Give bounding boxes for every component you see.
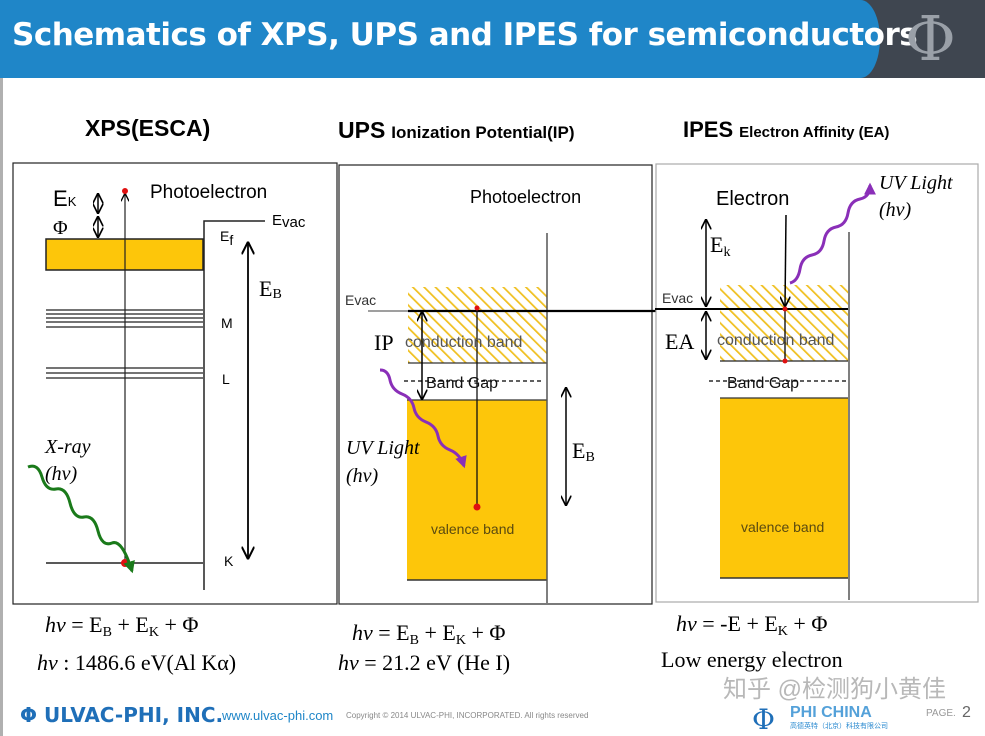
partner-subtitle: 高德英特（北京）科技有限公司: [790, 723, 888, 730]
ups-formula: hv = EB + EK + Φ: [352, 620, 505, 648]
slide-title: Schematics of XPS, UPS and IPES for semi…: [12, 17, 918, 53]
xps-panel-frame: [12, 162, 338, 605]
company-logo: Φ ULVAC-PHI, INC.: [20, 703, 224, 727]
conduction-band-block: [720, 285, 848, 361]
electron-label: Electron: [716, 188, 789, 210]
eb-label: EB: [259, 276, 282, 302]
valence-band-block: [720, 398, 848, 578]
conduction-band-label: conduction band: [405, 334, 522, 351]
page-label: PAGE.: [926, 708, 956, 719]
xray-label: X-ray: [44, 436, 91, 458]
xps-photon-energy: hv : 1486.6 eV(Al Kα): [37, 650, 236, 675]
uv-light-label: UV Light: [346, 437, 420, 459]
ipes-note: Low energy electron: [661, 647, 843, 672]
eb-label: EB: [572, 438, 595, 465]
uv-wave-arrow: [379, 368, 467, 469]
left-border: [0, 78, 3, 736]
valence-band-label: valence band: [741, 519, 824, 535]
ipes-formula: hv = -E + EK + Φ: [676, 611, 827, 639]
ipes-title: IPES Electron Affinity (EA): [683, 117, 889, 142]
ek-label: Ek: [710, 232, 730, 260]
m-shell-label: M: [221, 315, 233, 331]
xps-diagram: Photoelectron EK Φ Evac Ef EB M L K X-ra…: [12, 162, 338, 605]
xray-hv-label: (hv): [45, 463, 78, 485]
ipes-diagram: Electron UV Light (hv) Ek Evac EA conduc…: [655, 163, 979, 603]
conduction-band-label: conduction band: [717, 332, 834, 349]
ups-diagram: Photoelectron Evac IP conduction band Ba…: [338, 164, 710, 605]
slide-header: Schematics of XPS, UPS and IPES for semi…: [0, 0, 985, 78]
header-banner: [0, 0, 880, 78]
band-gap-label: Band Gap: [727, 375, 799, 392]
band-gap-label: Band Gap: [426, 375, 498, 392]
evac-label: Evac: [345, 292, 376, 308]
uv-light-label: UV Light: [879, 172, 953, 194]
phi-label: Φ: [53, 217, 68, 239]
phi-logo-icon: Φ: [905, 2, 956, 75]
uv-hv-label: (hv): [879, 199, 912, 221]
incoming-electron-arrow: [785, 214, 786, 306]
evac-label: Evac: [272, 212, 306, 231]
partner-name: PHI CHINA: [790, 704, 872, 721]
valence-electron-dot: [473, 503, 481, 511]
evac-label: Evac: [662, 290, 693, 306]
photoelectron-dot: [122, 188, 128, 194]
company-url[interactable]: www.ulvac-phi.com: [222, 708, 334, 723]
uv-emission-wave-arrow: [789, 182, 876, 285]
copyright-text: Copyright © 2014 ULVAC-PHI, INCORPORATED…: [346, 711, 589, 720]
photoelectron-label: Photoelectron: [150, 182, 267, 203]
ek-label: EK: [53, 186, 77, 211]
ef-label: Ef: [220, 228, 233, 248]
ups-photon-energy: hv = 21.2 eV (He I): [338, 650, 510, 675]
xray-wave-arrow: [27, 464, 135, 574]
watermark: 知乎 @检测狗小黄佳: [723, 676, 947, 703]
surface-wall: [203, 220, 265, 590]
uv-hv-label: (hv): [346, 465, 379, 487]
ea-label: EA: [665, 329, 694, 354]
valence-band-label: valence band: [431, 521, 514, 537]
page-number: 2: [962, 704, 971, 721]
xps-title: XPS(ESCA): [85, 115, 210, 141]
xps-formula: hv = EB + EK + Φ: [45, 612, 198, 640]
phi-china-logo-icon: Φ: [752, 703, 775, 736]
photoelectron-label: Photoelectron: [470, 187, 581, 207]
ups-title: UPS Ionization Potential(IP): [338, 117, 575, 143]
photoelectron-dot: [474, 305, 480, 311]
l-shell-label: L: [222, 371, 230, 387]
relaxed-electron-dot: [782, 358, 788, 364]
electron-dot: [782, 306, 788, 312]
phi-logo-icon: Φ: [20, 703, 44, 727]
ip-label: IP: [374, 330, 394, 355]
k-shell-label: K: [224, 553, 234, 569]
